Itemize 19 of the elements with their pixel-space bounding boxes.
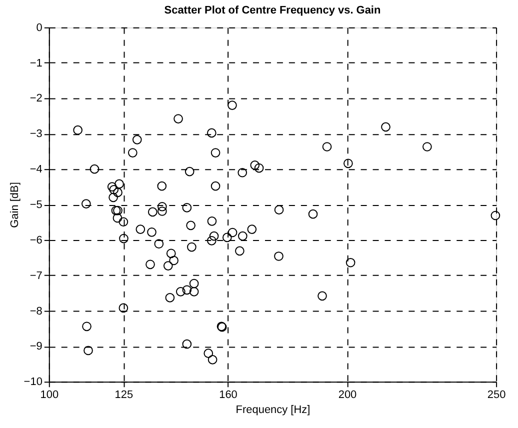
x-axis-title: Frequency [Hz] [236, 404, 310, 416]
y-tick-label: −6 [30, 234, 42, 246]
x-tick-label: 100 [40, 389, 59, 402]
y-tick-label: −7 [30, 270, 42, 282]
x-tick-label: 160 [219, 389, 238, 402]
y-tick-label: −5 [30, 199, 42, 212]
x-tick-label: 250 [487, 389, 506, 402]
y-tick-label: −4 [30, 164, 42, 176]
y-tick-label: −10 [24, 376, 42, 388]
x-tick-label: 200 [338, 389, 357, 402]
y-tick-label: 0 [36, 22, 42, 34]
y-tick-label: −1 [30, 57, 42, 70]
y-tick-label: −2 [30, 92, 42, 105]
y-tick-label: −3 [30, 128, 42, 140]
y-axis-title: Gain [dB] [8, 182, 21, 228]
chart-title: Scatter Plot of Centre Frequency vs. Gain [164, 4, 381, 16]
y-tick-label: −9 [30, 340, 42, 353]
y-tick-label: −8 [30, 305, 42, 318]
x-tick-label: 125 [114, 389, 134, 402]
